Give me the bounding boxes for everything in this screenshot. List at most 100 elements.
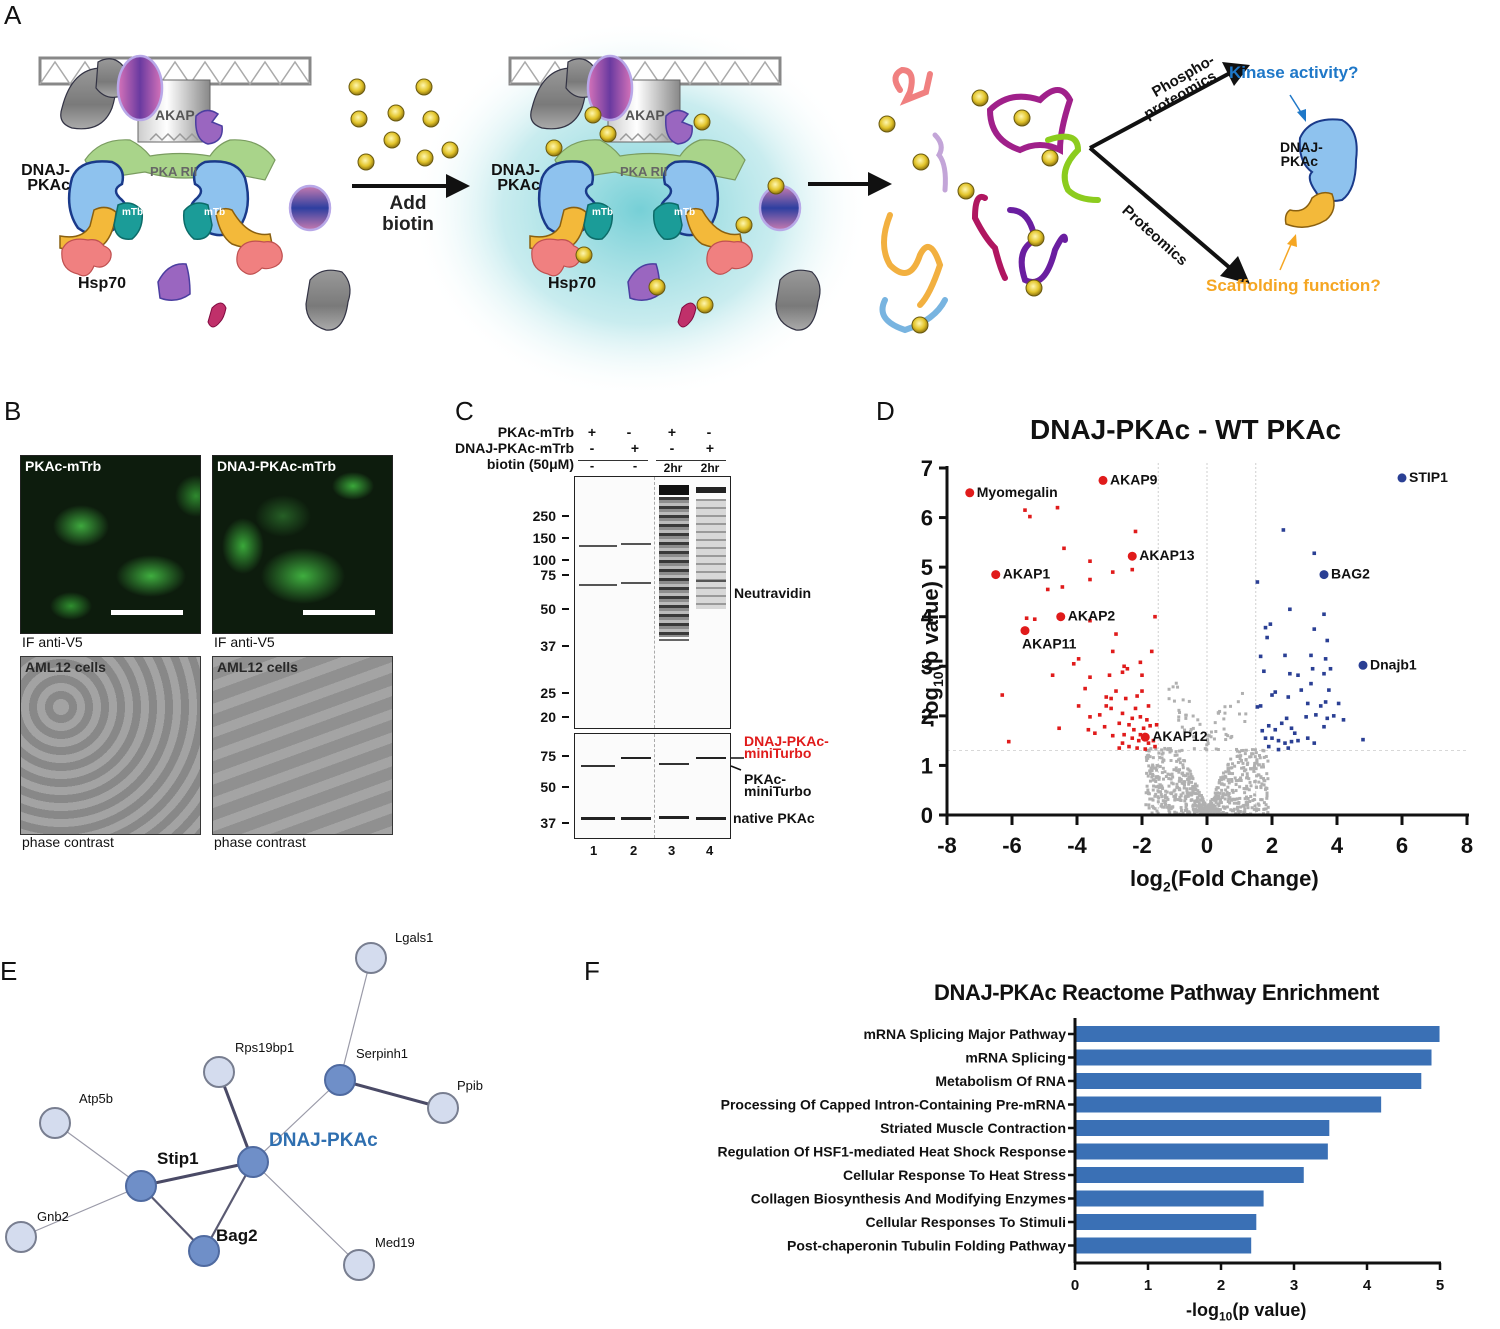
dnaj-pkac-label-right-line2: PKAc	[497, 177, 540, 194]
lane-number-3: 3	[668, 843, 676, 858]
add-biotin-line1: Add	[389, 193, 427, 214]
point-label: BAG2	[1331, 566, 1370, 582]
marker-20: 20	[540, 709, 556, 725]
network-edge	[252, 1079, 341, 1163]
point-label: AKAP13	[1139, 547, 1194, 563]
y-tick-label: 6	[921, 506, 933, 531]
scale-bar	[111, 610, 183, 615]
y-tick-label: 5	[921, 555, 933, 580]
neutravidin-label: Neutravidin	[734, 585, 812, 601]
network-node	[343, 1249, 375, 1281]
bar	[1076, 1237, 1252, 1254]
y-tick-label: 1	[921, 753, 933, 778]
dnaj-pkac-label-left-line1: DNAJ-	[21, 162, 70, 179]
network-node-label: Med19	[375, 1235, 415, 1250]
if-image-caption: IF anti-V5	[22, 634, 83, 650]
lower-marker-75: 75	[540, 748, 556, 764]
scaffolding-function-label: Scaffolding function?	[1206, 276, 1381, 295]
y-tick-label: 0	[921, 803, 933, 828]
marker-ticks-upper	[562, 515, 569, 718]
labeled-point	[1358, 660, 1368, 670]
akap-label-right: AKAP	[625, 107, 665, 123]
x-tick-label: -6	[1002, 833, 1022, 858]
bar-category-label: mRNA Splicing	[965, 1050, 1066, 1066]
marker-25: 25	[540, 685, 556, 701]
lane4-biotin: 2hr	[700, 461, 720, 475]
point-label: Myomegalin	[977, 484, 1058, 500]
dnaj-pkac-final-label: DNAJ- PKAc	[1280, 140, 1323, 169]
dnaj-pkac-final-line2: PKAc	[1280, 153, 1318, 169]
x-tick-label: 1	[1144, 1277, 1152, 1294]
network-edge	[339, 957, 372, 1081]
pka-rii-label-right: PKA RII	[620, 164, 668, 179]
scale-bar	[303, 610, 375, 615]
lane4-dnaj: +	[705, 440, 715, 456]
marker-50: 50	[540, 601, 556, 617]
network-edge	[203, 1161, 254, 1252]
labeled-point	[1397, 473, 1407, 483]
network-edge	[252, 1161, 360, 1266]
lane2-biotin: -	[632, 458, 638, 473]
panel-label-b: B	[4, 396, 22, 426]
panel-label-c: C	[455, 396, 474, 426]
network-node-label: Rps19bp1	[235, 1040, 294, 1055]
bar-category-label: Metabolism Of RNA	[935, 1073, 1066, 1089]
mtb-label-3: mTb	[592, 207, 614, 218]
marker-100: 100	[532, 552, 556, 568]
dnaj-pkac-miniturbo-label: DNAJ-PKAc- miniTurbo	[744, 733, 829, 760]
network-node	[427, 1092, 459, 1124]
network-edge	[339, 1078, 444, 1110]
panel-a-schematic	[38, 20, 1358, 390]
bar	[1076, 1049, 1432, 1066]
lane3-dnaj: -	[669, 440, 675, 456]
dnaj-pkac-label-left: DNAJ- PKAc	[14, 162, 70, 194]
if-image-dnaj-pkac-mtrb: DNAJ-PKAc-mTrb	[212, 455, 393, 634]
x-tick-label: -2	[1132, 833, 1152, 858]
network-node-label: Stip1	[157, 1149, 199, 1168]
labeled-point	[1020, 626, 1030, 636]
lane-divider	[654, 734, 655, 838]
bar	[1076, 1096, 1382, 1113]
add-biotin-line2: biotin	[382, 214, 434, 235]
enrichment-bar-chart: mRNA Splicing Major Pathway mRNA Splicing…	[717, 1018, 1444, 1294]
condition-label-pkac-mtrb: PKAc-mTrb	[497, 424, 574, 440]
biotin-divider-right	[656, 460, 726, 461]
lower-marker-50: 50	[540, 779, 556, 795]
y-tick-label: 3	[921, 654, 933, 679]
pkac-miniturbo-line2: miniTurbo	[744, 783, 812, 799]
x-tick-label: 8	[1461, 833, 1473, 858]
dnaj-pkac-label-right: DNAJ- PKAc	[480, 163, 540, 194]
x-tick-label: -8	[937, 833, 957, 858]
labeled-point	[1056, 612, 1066, 622]
panel-label-a: A	[4, 0, 22, 30]
lane-number-4: 4	[706, 843, 714, 858]
lane3-biotin: 2hr	[663, 461, 683, 475]
point-label: AKAP12	[1152, 728, 1207, 744]
network-node-label: Atp5b	[79, 1091, 113, 1106]
x-tick-label: 2	[1217, 1277, 1225, 1294]
pkac-miniturbo-label: PKAc- miniTurbo	[744, 772, 812, 799]
panel-label-e: E	[0, 956, 18, 986]
network-node	[355, 942, 387, 974]
x-tick-label: 5	[1436, 1277, 1444, 1294]
labeled-point	[991, 570, 1001, 580]
lane4-pkac: -	[706, 424, 712, 440]
add-biotin-label: Add biotin	[378, 193, 438, 235]
point-label: Dnajb1	[1370, 656, 1417, 672]
mtb-label-2: mTb	[204, 207, 226, 218]
volcano-plot: Myomegalin AKAP9 AKAP13 AKAP1 AKAP2 AKAP11 AKA…	[921, 456, 1473, 858]
network-node-label: Bag2	[216, 1226, 258, 1245]
network-node	[324, 1064, 356, 1096]
phase-contrast-image-2: AML12 cells	[212, 656, 393, 835]
labeled-point	[1140, 732, 1150, 742]
network-node	[203, 1056, 235, 1088]
network-node-label: Serpinh1	[356, 1046, 408, 1061]
network-node	[125, 1170, 157, 1202]
dnaj-pkac-miniturbo-line1: DNAJ-PKAc-	[744, 733, 829, 749]
bar-category-label: Processing Of Capped Intron-Containing P…	[721, 1097, 1066, 1113]
network-node	[188, 1235, 220, 1267]
bar-category-label: Regulation Of HSF1-mediated Heat Shock R…	[717, 1144, 1066, 1160]
dnaj-pkac-label-left-line2: PKAc	[27, 177, 70, 194]
if-image-caption: IF anti-V5	[214, 634, 275, 650]
lane2-pkac: -	[626, 424, 632, 440]
